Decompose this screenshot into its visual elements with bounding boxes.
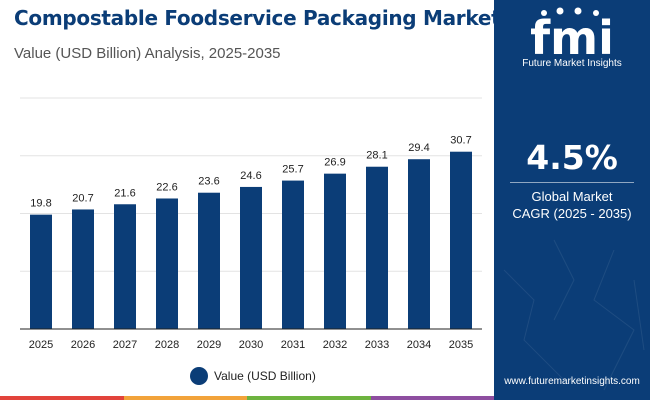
x-tick-label-2031: 2031 bbox=[281, 339, 305, 351]
value-label-2032: 26.9 bbox=[324, 157, 345, 169]
cagr-divider bbox=[510, 182, 634, 183]
bar-2032 bbox=[324, 173, 346, 329]
x-tick-label-2034: 2034 bbox=[407, 339, 431, 351]
bar-2028 bbox=[156, 198, 178, 329]
side-panel: fmi Future Market Insights 4.5% Global M… bbox=[494, 0, 650, 400]
x-tick-label-2029: 2029 bbox=[197, 339, 221, 351]
cagr-label-line2: CAGR (2025 - 2035) bbox=[512, 206, 632, 221]
website-link[interactable]: www.futuremarketinsights.com bbox=[504, 376, 640, 387]
x-tick-label-2028: 2028 bbox=[155, 339, 179, 351]
x-tick-label-2032: 2032 bbox=[323, 339, 347, 351]
value-label-2025: 19.8 bbox=[30, 198, 51, 210]
panel-decorative-lines bbox=[503, 239, 645, 391]
chart-title: Compostable Foodservice Packaging Market bbox=[14, 6, 501, 30]
value-label-2029: 23.6 bbox=[198, 176, 219, 188]
value-label-2030: 24.6 bbox=[240, 170, 261, 182]
brand-name: Future Market Insights bbox=[522, 58, 622, 69]
fmi-logo: fmi bbox=[530, 7, 614, 65]
bar-2033 bbox=[366, 166, 388, 329]
logo-icon-4 bbox=[593, 10, 599, 16]
bar-2029 bbox=[198, 192, 220, 329]
legend-label: Value (USD Billion) bbox=[214, 369, 316, 383]
cagr-value: 4.5% bbox=[526, 138, 618, 177]
value-label-2026: 20.7 bbox=[72, 192, 93, 204]
x-tick-label-2033: 2033 bbox=[365, 339, 389, 351]
bar-2034 bbox=[408, 159, 430, 329]
x-tick-label-2030: 2030 bbox=[239, 339, 263, 351]
bar-2026 bbox=[72, 209, 94, 329]
bars bbox=[30, 151, 472, 329]
cagr-label: Global Market CAGR (2025 - 2035) bbox=[494, 188, 650, 222]
value-label-2033: 28.1 bbox=[366, 150, 387, 162]
value-label-2035: 30.7 bbox=[450, 135, 471, 147]
logo-letters: fmi bbox=[530, 11, 614, 65]
cagr-label-line1: Global Market bbox=[531, 189, 613, 204]
bar-2025 bbox=[30, 214, 52, 329]
value-label-2034: 29.4 bbox=[408, 142, 429, 154]
bar-2035 bbox=[450, 151, 472, 329]
bar-2031 bbox=[282, 180, 304, 329]
bar-chart: 19.8 20.7 21.6 22.6 23.6 24.6 25.7 26.9 28.1 29.4… bbox=[20, 97, 482, 351]
logo-icon-2 bbox=[556, 7, 564, 15]
logo-icon-3 bbox=[574, 7, 582, 15]
logo-icon-1 bbox=[541, 10, 547, 16]
chart-subtitle: Value (USD Billion) Analysis, 2025-2035 bbox=[14, 45, 281, 62]
value-label-2027: 21.6 bbox=[114, 187, 135, 199]
strip-red bbox=[0, 396, 124, 400]
x-axis-labels: 2025 2026 2027 2028 2029 2030 2031 2032 2033 2034… bbox=[29, 339, 473, 351]
x-tick-label-2027: 2027 bbox=[113, 339, 137, 351]
value-label-2031: 25.7 bbox=[282, 164, 303, 176]
x-tick-label-2026: 2026 bbox=[71, 339, 95, 351]
x-tick-label-2035: 2035 bbox=[449, 339, 473, 351]
bar-2027 bbox=[114, 204, 136, 329]
value-label-2028: 22.6 bbox=[156, 181, 177, 193]
legend: Value (USD Billion) bbox=[190, 366, 316, 386]
strip-purple bbox=[370, 396, 494, 400]
legend-swatch bbox=[190, 367, 208, 385]
bar-2030 bbox=[240, 186, 262, 329]
bottom-color-strip bbox=[0, 396, 494, 400]
x-tick-label-2025: 2025 bbox=[29, 339, 53, 351]
strip-orange bbox=[123, 396, 247, 400]
strip-green bbox=[247, 396, 371, 400]
value-labels: 19.8 20.7 21.6 22.6 23.6 24.6 25.7 26.9 28.1 29.4… bbox=[30, 135, 471, 210]
